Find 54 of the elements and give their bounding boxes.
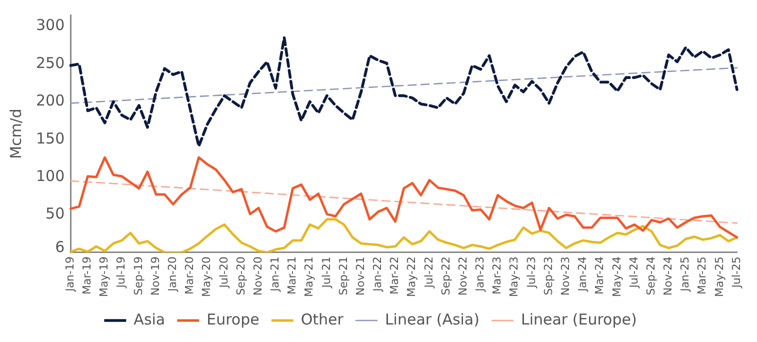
x-tick-label: Jan-21 bbox=[268, 256, 282, 292]
x-tick-label: Jan-20 bbox=[166, 256, 180, 292]
legend-label: Linear (Europe) bbox=[520, 310, 637, 328]
x-tick-label: Jul-21 bbox=[320, 256, 333, 289]
x-tick-label: Nov-24 bbox=[662, 256, 675, 296]
y-tick-label: 250 bbox=[36, 54, 65, 72]
x-tick-label: Mar-20 bbox=[183, 256, 196, 295]
x-tick-label: May-25 bbox=[712, 256, 726, 297]
x-tick-label: Jul-22 bbox=[422, 256, 436, 289]
x-tick-label: May-21 bbox=[302, 256, 316, 297]
x-tick-label: May-20 bbox=[200, 256, 214, 297]
y-tick-label: 50 bbox=[46, 204, 65, 223]
legend-label: Asia bbox=[134, 310, 166, 328]
x-tick-label: Mar-24 bbox=[593, 256, 606, 295]
x-tick-label: Mar-22 bbox=[388, 256, 402, 295]
y-tick-label: 200 bbox=[36, 92, 65, 110]
x-tick-label: Jul-20 bbox=[217, 256, 230, 289]
x-tick-label: Mar-19 bbox=[80, 256, 94, 295]
y-tick-label: 300 bbox=[36, 16, 65, 34]
y-axis-title: Mcm/d bbox=[6, 108, 25, 159]
x-tick-label: May-19 bbox=[98, 256, 111, 297]
y-tick-label: 100 bbox=[36, 166, 65, 185]
x-tick-label: Nov-20 bbox=[251, 256, 264, 296]
x-tick-label: May-23 bbox=[508, 256, 521, 297]
y-tick-label: 6 bbox=[55, 238, 65, 256]
line-series bbox=[69, 36, 738, 148]
x-tick-label: Nov-22 bbox=[456, 256, 470, 296]
x-tick-label: Jul-24 bbox=[627, 256, 640, 289]
x-tick-label: Sep-23 bbox=[542, 256, 555, 296]
x-tick-label: Jul-25 bbox=[730, 256, 743, 289]
y-tick-label: 150 bbox=[36, 129, 65, 148]
x-tick-label: May-24 bbox=[610, 256, 624, 297]
x-tick-label: Mar-23 bbox=[490, 256, 504, 295]
x-tick-label: Sep-20 bbox=[234, 256, 248, 296]
x-tick-label: Jan-23 bbox=[474, 256, 487, 292]
x-tick-label: Mar-21 bbox=[286, 256, 299, 295]
x-tick-label: Mar-25 bbox=[696, 256, 709, 295]
x-tick-label: Jan-19 bbox=[63, 256, 76, 292]
legend-label: Linear (Asia) bbox=[384, 310, 480, 328]
x-tick-label: Sep-21 bbox=[336, 256, 350, 296]
legend-label: Europe bbox=[206, 310, 260, 328]
x-tick-label: Sep-22 bbox=[439, 256, 452, 296]
x-tick-label: Sep-19 bbox=[132, 256, 145, 296]
legend-label: Other bbox=[300, 310, 344, 328]
x-tick-label: May-22 bbox=[405, 256, 418, 297]
x-tick-label: Jul-19 bbox=[114, 256, 128, 289]
x-tick-label: Jan-22 bbox=[371, 256, 384, 292]
x-tick-label: Nov-21 bbox=[354, 256, 367, 296]
x-tick-label: Sep-24 bbox=[644, 256, 658, 296]
x-tick-label: Jul-23 bbox=[524, 256, 538, 289]
x-tick-label: Jan-25 bbox=[678, 256, 692, 292]
x-tick-label: Jan-24 bbox=[576, 256, 590, 292]
x-tick-label: Nov-23 bbox=[558, 256, 572, 296]
x-tick-label: Nov-19 bbox=[148, 256, 162, 296]
